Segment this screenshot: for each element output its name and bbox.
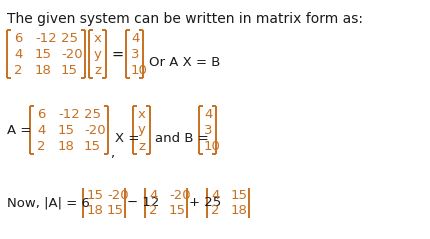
Text: =: = — [112, 47, 124, 61]
Text: z: z — [94, 64, 101, 76]
Text: 2: 2 — [14, 64, 22, 76]
Text: -20: -20 — [61, 48, 83, 60]
Text: -12: -12 — [58, 108, 80, 120]
Text: -12: -12 — [35, 32, 57, 44]
Text: 15: 15 — [107, 204, 124, 217]
Text: y: y — [94, 48, 101, 60]
Text: x: x — [138, 108, 145, 120]
Text: z: z — [138, 140, 144, 152]
Text: 2: 2 — [149, 204, 157, 217]
Text: 4: 4 — [149, 189, 157, 202]
Text: 15: 15 — [230, 189, 247, 202]
Text: ,: , — [110, 147, 114, 161]
Text: 18: 18 — [230, 204, 247, 217]
Text: 2: 2 — [211, 204, 219, 217]
Text: 4: 4 — [37, 124, 45, 136]
Text: Or A X = B: Or A X = B — [149, 55, 220, 69]
Text: x: x — [94, 32, 101, 44]
Text: 15: 15 — [84, 140, 101, 152]
Text: 3: 3 — [131, 48, 139, 60]
Text: 15: 15 — [58, 124, 75, 136]
Text: 15: 15 — [61, 64, 78, 76]
Text: 6: 6 — [14, 32, 22, 44]
Text: -20: -20 — [169, 189, 190, 202]
Text: 18: 18 — [58, 140, 75, 152]
Text: 4: 4 — [203, 108, 212, 120]
Text: 10: 10 — [131, 64, 147, 76]
Text: 4: 4 — [131, 32, 139, 44]
Text: 25: 25 — [84, 108, 101, 120]
Text: 4: 4 — [211, 189, 219, 202]
Text: 25: 25 — [61, 32, 78, 44]
Text: 15: 15 — [87, 189, 104, 202]
Text: 18: 18 — [35, 64, 52, 76]
Text: 3: 3 — [203, 124, 212, 136]
Text: X =: X = — [115, 131, 139, 145]
Text: 4: 4 — [14, 48, 22, 60]
Text: 15: 15 — [35, 48, 52, 60]
Text: 10: 10 — [203, 140, 220, 152]
Text: 18: 18 — [87, 204, 104, 217]
Text: -20: -20 — [107, 189, 128, 202]
Text: 6: 6 — [37, 108, 45, 120]
Text: and B =: and B = — [155, 131, 208, 145]
Text: 2: 2 — [37, 140, 46, 152]
Text: − 12: − 12 — [127, 196, 159, 210]
Text: A =: A = — [7, 124, 31, 136]
Text: + 25: + 25 — [189, 196, 221, 210]
Text: The given system can be written in matrix form as:: The given system can be written in matri… — [7, 12, 362, 26]
Text: y: y — [138, 124, 145, 136]
Text: Now, |A| = 6: Now, |A| = 6 — [7, 196, 90, 210]
Text: 15: 15 — [169, 204, 186, 217]
Text: -20: -20 — [84, 124, 105, 136]
